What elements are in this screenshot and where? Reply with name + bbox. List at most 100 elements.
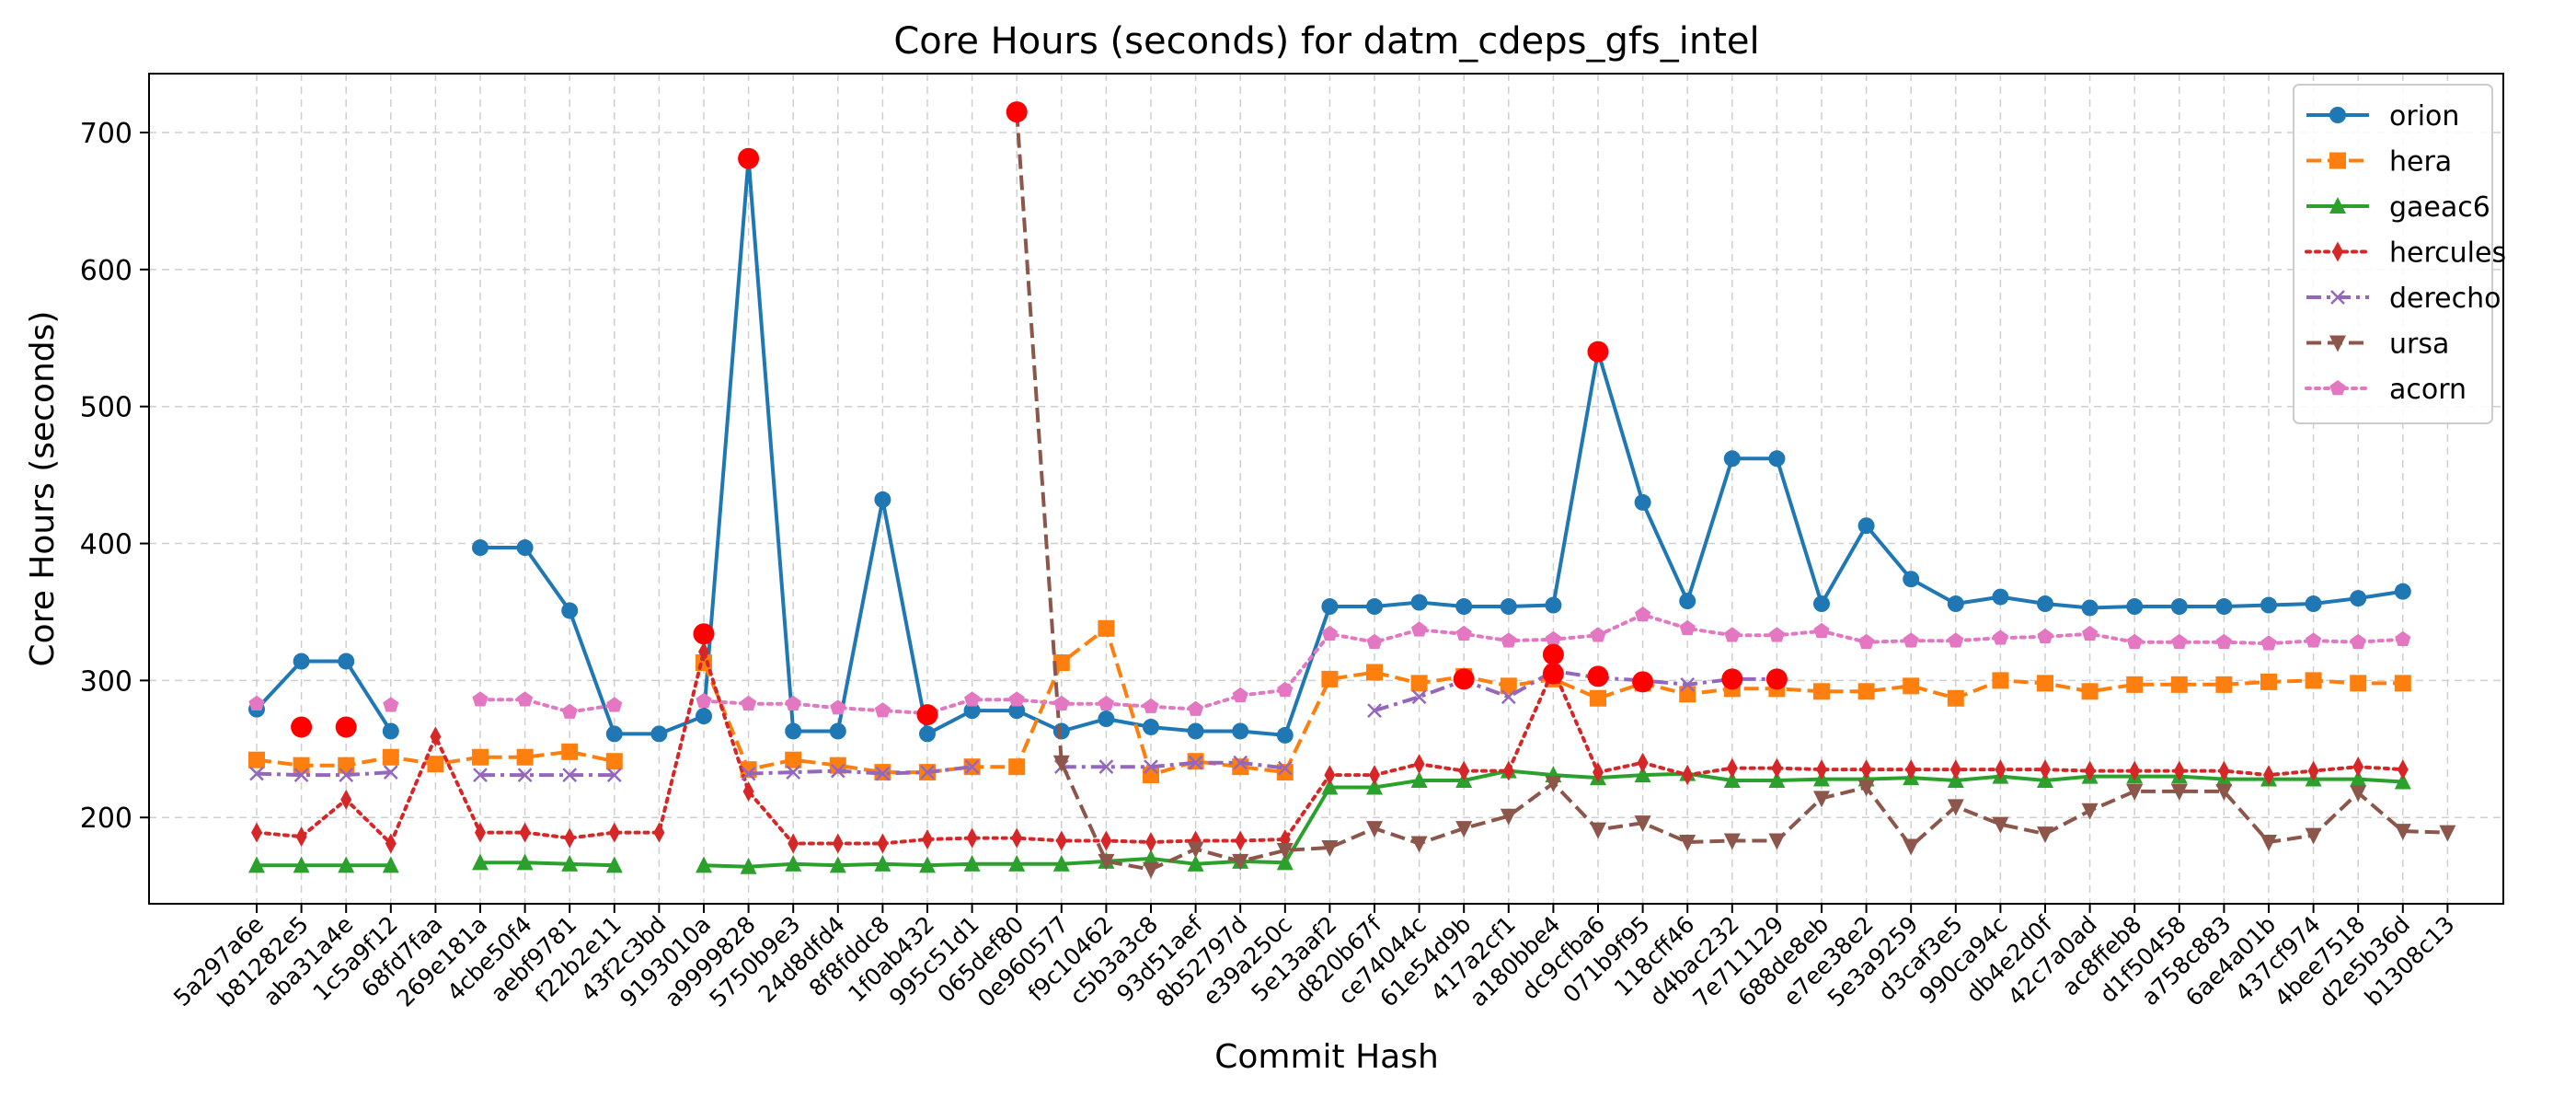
data-point-orion	[1143, 718, 1159, 735]
legend-label-orion: orion	[2389, 100, 2459, 133]
data-point-ursa	[1321, 839, 1339, 857]
data-point-orion	[293, 653, 310, 670]
data-point-derecho	[741, 766, 756, 781]
data-point-acorn	[2395, 630, 2411, 646]
data-point-acorn	[2215, 633, 2232, 649]
data-point-hera	[2394, 675, 2411, 692]
data-point-acorn	[964, 691, 981, 707]
data-point-derecho	[383, 765, 398, 780]
data-point-orion	[1410, 594, 1428, 611]
data-point-ursa	[1590, 822, 1606, 839]
data-point-orion	[516, 539, 534, 557]
data-point-ursa	[1992, 816, 2009, 834]
data-point-hercules	[2307, 760, 2319, 781]
data-point-orion	[696, 708, 712, 725]
data-point-hera	[1813, 683, 1830, 700]
data-point-orion	[1366, 598, 1383, 616]
data-point-acorn	[2306, 632, 2322, 648]
data-point-acorn	[1724, 627, 1741, 642]
data-point-ursa	[1813, 791, 1830, 808]
data-point-hercules	[1995, 759, 2007, 780]
data-point-orion	[1321, 598, 1339, 616]
data-point-gaeac6	[1143, 849, 1159, 866]
highlight-point	[335, 716, 357, 738]
data-point-hercules	[1682, 765, 1694, 786]
data-point-gaeac6	[1052, 854, 1070, 872]
data-point-hercules	[564, 827, 576, 849]
x-axis-label: Commit Hash	[1214, 1038, 1439, 1076]
data-point-orion	[1723, 450, 1741, 468]
data-point-hera	[1366, 664, 1383, 681]
data-point-hercules	[608, 822, 620, 843]
legend-item-ursa: ursa	[2306, 329, 2449, 361]
data-point-hercules	[2129, 760, 2141, 781]
y-axis-label: Core Hours (seconds)	[24, 311, 62, 667]
data-point-hercules	[2352, 757, 2364, 778]
data-point-gaeac6	[919, 856, 936, 873]
highlight-layer	[291, 101, 1788, 738]
data-point-hercules	[2397, 759, 2409, 780]
data-point-orion	[1947, 595, 1964, 613]
data-point-hercules	[430, 726, 442, 747]
data-point-hercules	[1593, 762, 1604, 783]
data-point-hercules	[1324, 765, 1336, 786]
legend-label-hera: hera	[2389, 146, 2452, 179]
legend-label-hercules: hercules	[2389, 237, 2506, 270]
highlight-point	[1765, 668, 1788, 690]
data-point-acorn	[248, 695, 265, 710]
data-point-acorn	[2171, 633, 2188, 649]
highlight-point	[1587, 341, 1609, 363]
data-point-acorn	[741, 695, 757, 710]
data-point-ursa	[2126, 783, 2144, 801]
data-point-gaeac6	[2394, 772, 2411, 790]
data-point-hercules	[1816, 759, 1827, 780]
data-point-hera	[1947, 689, 1964, 707]
data-point-hera	[1992, 672, 2009, 689]
data-point-hera	[605, 753, 623, 770]
data-point-acorn	[1992, 630, 2008, 645]
data-point-derecho	[293, 768, 309, 782]
data-point-hera	[338, 757, 355, 774]
legend-marker-ursa	[2329, 335, 2346, 352]
data-point-hercules	[2263, 765, 2274, 786]
data-point-acorn	[1948, 632, 1964, 648]
data-point-hera	[1903, 677, 1920, 695]
legend-label-ursa: ursa	[2389, 329, 2449, 361]
data-point-hera	[2215, 676, 2233, 693]
data-point-hera	[472, 748, 489, 766]
data-point-derecho	[1098, 759, 1114, 775]
data-point-ursa	[2215, 783, 2233, 801]
data-point-orion	[1679, 593, 1696, 610]
data-point-derecho	[562, 768, 578, 782]
highlight-point	[738, 147, 760, 169]
data-point-acorn	[696, 692, 712, 708]
legend: orion hera gaeac6 hercules derecho ursa acorn	[2293, 84, 2506, 424]
data-point-gaeac6	[829, 856, 846, 873]
data-point-hercules	[2040, 759, 2051, 780]
legend-marker-hera	[2329, 152, 2346, 169]
data-point-gaeac6	[338, 856, 355, 873]
data-point-acorn	[472, 691, 489, 707]
data-point-ursa	[1545, 776, 1562, 793]
data-point-hercules	[251, 822, 262, 843]
data-point-gaeac6	[1634, 766, 1651, 783]
data-point-orion	[1500, 598, 1517, 616]
data-point-gaeac6	[472, 853, 489, 871]
data-point-hercules	[832, 833, 844, 854]
data-point-ursa	[1500, 808, 1517, 826]
data-point-ursa	[2037, 826, 2053, 844]
data-point-acorn	[2037, 628, 2053, 643]
data-point-hercules	[340, 789, 352, 810]
data-point-hera	[2260, 673, 2277, 690]
data-point-hercules	[1011, 827, 1023, 849]
data-point-hercules	[1413, 754, 1425, 775]
data-point-ursa	[1679, 835, 1696, 852]
data-point-gaeac6	[785, 854, 802, 872]
data-point-hera	[2037, 675, 2053, 692]
data-point-gaeac6	[1768, 771, 1786, 789]
data-point-hera	[427, 756, 444, 773]
data-point-orion	[1992, 588, 2009, 606]
data-point-ursa	[1857, 780, 1875, 797]
y-tick-label: 600	[80, 255, 132, 287]
